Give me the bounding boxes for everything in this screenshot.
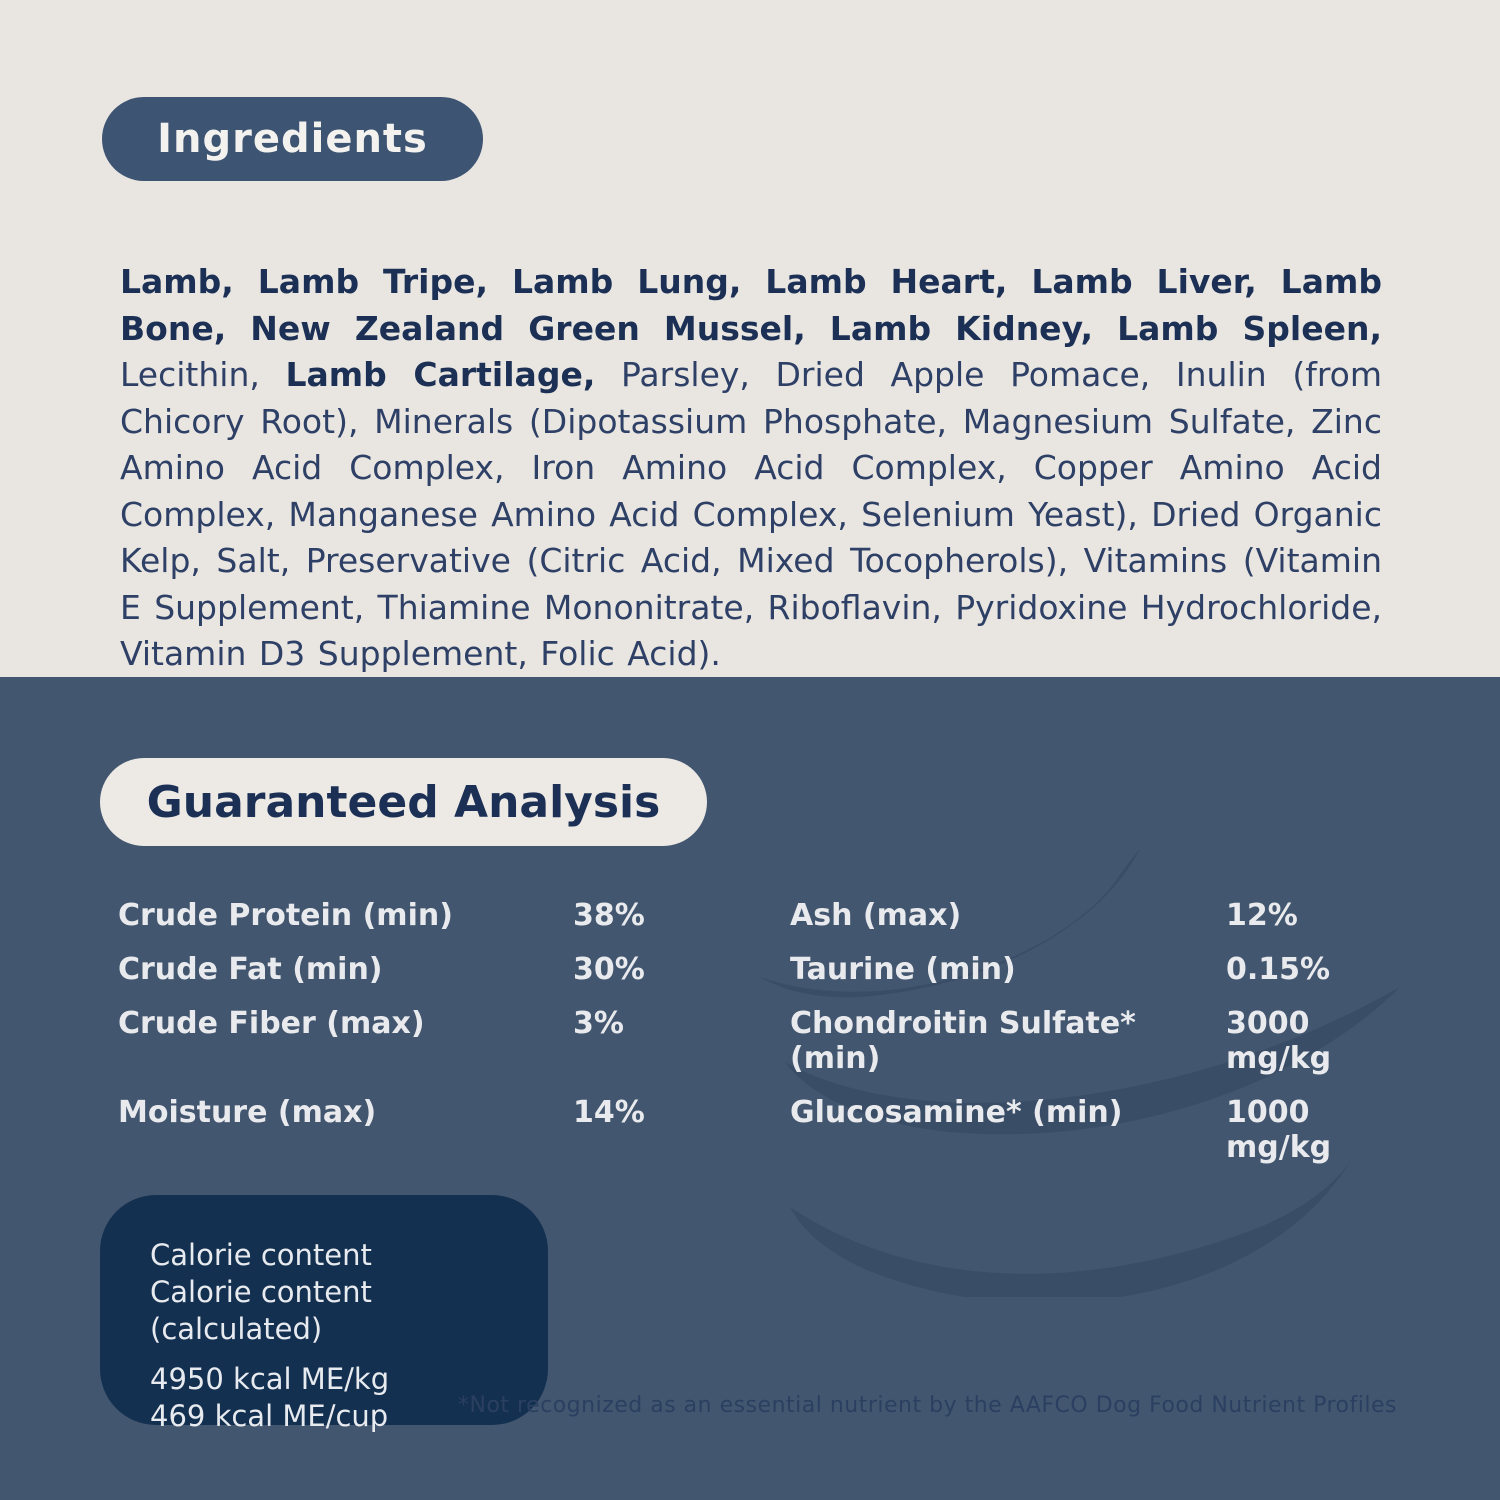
ingredients-paragraph: Lamb, Lamb Tripe, Lamb Lung, Lamb Heart,… (120, 259, 1382, 677)
guaranteed-analysis-section: Guaranteed Analysis Crude Protein (min) … (0, 677, 1500, 1500)
calorie-values: 4950 kcal ME/kg 469 kcal ME/cup (150, 1361, 548, 1435)
analysis-value: 0.15% (1226, 952, 1331, 987)
analysis-heading-pill: Guaranteed Analysis (100, 758, 707, 846)
analysis-label: Taurine (min) (790, 952, 1016, 987)
ingredients-regular-mid: Lecithin, (120, 355, 260, 394)
analysis-value: 30% (573, 952, 645, 987)
analysis-value: 3% (573, 1006, 624, 1041)
analysis-table: Crude Protein (min) 38% Ash (max) 12% Cr… (118, 898, 1400, 1165)
ingredients-heading-pill: Ingredients (102, 97, 483, 181)
ingredients-tail: Parsley, Dried Apple Pomace, Inulin (fro… (120, 355, 1382, 673)
analysis-value: 38% (573, 898, 645, 933)
analysis-value: 12% (1226, 898, 1298, 933)
analysis-value: 14% (573, 1095, 645, 1130)
analysis-label: Crude Fiber (max) (118, 1006, 425, 1041)
analysis-label: Crude Protein (min) (118, 898, 453, 933)
aafco-footnote: *Not recognized as an essential nutrient… (457, 1393, 1397, 1418)
ingredients-heading: Ingredients (157, 116, 428, 162)
analysis-label: Glucosamine* (min) (790, 1095, 1123, 1130)
analysis-label: Crude Fat (min) (118, 952, 383, 987)
calorie-title-line2: Calorie content (calculated) (150, 1275, 372, 1346)
analysis-value: 3000 mg/kg (1226, 1006, 1332, 1076)
analysis-label: Moisture (max) (118, 1095, 377, 1130)
calorie-title-line1: Calorie content (150, 1238, 372, 1272)
calorie-value-kg: 4950 kcal ME/kg (150, 1362, 390, 1396)
wave-swirl-watermark-icon (760, 849, 1400, 1297)
analysis-label: Chondroitin Sulfate* (min) (790, 1006, 1136, 1076)
calorie-titles: Calorie content Calorie content (calcula… (150, 1237, 548, 1348)
analysis-value: 1000 mg/kg (1226, 1095, 1332, 1165)
analysis-label: Ash (max) (790, 898, 962, 933)
ingredients-section: Ingredients Lamb, Lamb Tripe, Lamb Lung,… (0, 0, 1500, 677)
ingredients-bold-mid: Lamb Cartilage, (285, 355, 596, 394)
calorie-value-cup: 469 kcal ME/cup (150, 1399, 389, 1433)
calorie-content-card: Calorie content Calorie content (calcula… (100, 1195, 548, 1433)
ingredients-bold-lead: Lamb, Lamb Tripe, Lamb Lung, Lamb Heart,… (120, 262, 1382, 348)
analysis-heading: Guaranteed Analysis (146, 776, 661, 828)
